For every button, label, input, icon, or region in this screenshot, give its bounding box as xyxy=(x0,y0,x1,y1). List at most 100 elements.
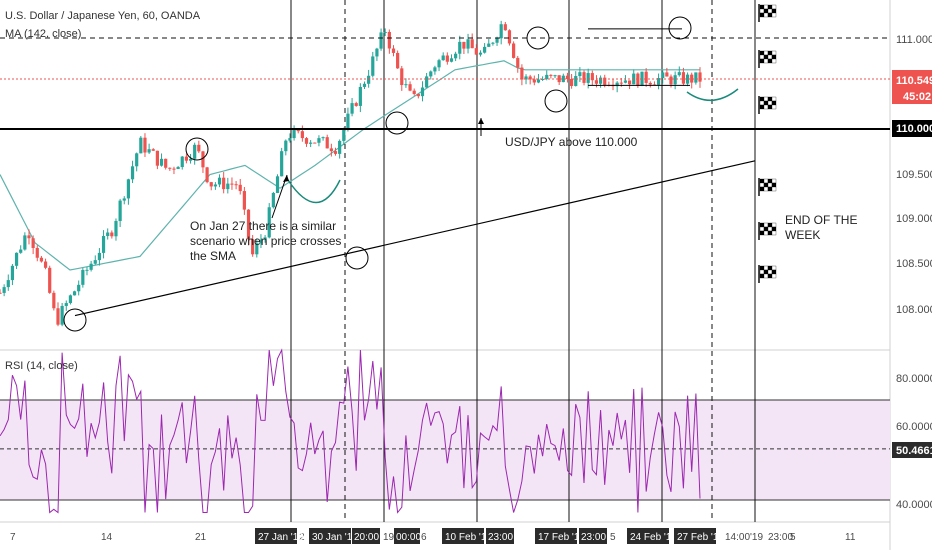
end-of-week-annotation: END OF THE xyxy=(785,213,857,227)
price-tick-label: 111.000 xyxy=(896,34,932,46)
candle-body xyxy=(677,72,681,76)
rsi-line xyxy=(0,348,701,514)
candle-body xyxy=(557,75,561,83)
ma-line xyxy=(0,60,700,271)
candle-body xyxy=(81,269,85,285)
candle-body xyxy=(321,137,325,139)
candle-body xyxy=(155,150,159,166)
candle-body xyxy=(516,57,520,68)
level-110-marker-label: 110.000 xyxy=(896,123,932,135)
candle-body xyxy=(429,71,433,77)
candle-body xyxy=(466,39,470,49)
time-axis-label: 14:00 xyxy=(725,532,750,543)
candle-body xyxy=(636,73,640,86)
candle-body xyxy=(396,52,400,69)
candle-body xyxy=(449,58,454,62)
time-axis-label: 21 xyxy=(195,532,207,543)
candle-body xyxy=(532,79,536,83)
time-axis-highlight: 30 Jan '19 xyxy=(312,532,358,543)
candle-body xyxy=(661,72,665,79)
level-110-marker xyxy=(892,120,932,137)
end-of-week-annotation: WEEK xyxy=(785,228,820,242)
above-arrowhead xyxy=(478,118,484,124)
candle-body xyxy=(300,131,304,139)
ma-indicator-label[interactable]: MA (142, close) xyxy=(5,28,82,40)
candle-body xyxy=(491,42,495,44)
candle-body xyxy=(255,243,259,255)
candle-body xyxy=(143,137,147,153)
candle-body xyxy=(309,142,313,144)
candle-body xyxy=(39,257,44,262)
price-tick-label: 109.500 xyxy=(896,169,932,181)
current-price-value: 110.549 xyxy=(896,75,932,87)
candle-body xyxy=(97,252,102,261)
candle-body xyxy=(230,183,234,185)
checkered-flag-icon xyxy=(758,222,777,240)
rsi-indicator-label[interactable]: RSI (14, close) xyxy=(5,360,78,372)
candle-body xyxy=(404,84,408,86)
scenario-arrow xyxy=(271,174,288,219)
candle-body xyxy=(507,30,512,44)
candle-body xyxy=(586,73,590,83)
candle-body xyxy=(43,261,48,268)
time-axis-label: 23:00 xyxy=(768,532,793,543)
candle-body xyxy=(64,303,68,306)
candle-body xyxy=(358,86,362,106)
candle-body xyxy=(375,48,379,57)
time-axis-fragment: 5 xyxy=(610,532,616,543)
candle-body xyxy=(416,93,420,97)
candle-body xyxy=(458,41,462,54)
time-axis-label: 7 xyxy=(10,532,16,543)
candle-body xyxy=(408,84,412,91)
candle-body xyxy=(259,239,263,244)
candle-body xyxy=(545,74,549,80)
time-axis-highlight: 23:00 xyxy=(488,532,513,543)
time-axis-highlight: 17 Feb '19 xyxy=(538,532,585,543)
candle-body xyxy=(640,71,644,86)
candle-body xyxy=(669,76,673,85)
candle-body xyxy=(495,38,499,43)
candle-body xyxy=(267,207,271,238)
checkered-flag-icon xyxy=(758,96,777,114)
candle-body xyxy=(354,103,358,106)
candle-body xyxy=(383,31,387,33)
candle-body xyxy=(681,72,686,84)
time-axis-highlight: 24 Feb '19 xyxy=(630,532,677,543)
candle-body xyxy=(553,75,557,77)
candle-body xyxy=(549,74,553,76)
candle-body xyxy=(367,75,371,84)
candle-body xyxy=(437,60,441,68)
candle-body xyxy=(420,87,425,97)
candle-body xyxy=(52,292,56,309)
candle-body xyxy=(524,76,528,80)
candle-body xyxy=(14,252,19,266)
candle-body xyxy=(470,39,474,49)
candle-body xyxy=(246,209,251,240)
candle-body xyxy=(694,72,698,83)
candle-body xyxy=(313,142,317,144)
checkered-flag-icon xyxy=(758,4,777,22)
candle-body xyxy=(698,72,702,82)
scenario-arrowhead xyxy=(283,175,289,182)
highlight-circle xyxy=(544,89,568,113)
candle-body xyxy=(594,80,599,84)
time-axis-highlight: 27 Jan '19 xyxy=(258,532,304,543)
candle-body xyxy=(130,166,135,180)
candle-body xyxy=(317,138,321,143)
highlight-circle xyxy=(185,137,209,161)
candle-body xyxy=(93,260,97,264)
scenario-annotation-line: On Jan 27 there is a similar xyxy=(190,219,336,233)
candle-body xyxy=(180,156,184,168)
candle-body xyxy=(10,265,15,281)
candle-body xyxy=(110,232,114,237)
candle-body xyxy=(213,184,217,187)
candle-body xyxy=(346,113,350,130)
candle-body xyxy=(151,149,155,151)
candle-body xyxy=(118,200,122,221)
highlight-circle xyxy=(668,16,692,40)
candle-body xyxy=(172,168,176,170)
candle-body xyxy=(685,74,690,84)
candle-body xyxy=(598,77,603,84)
symbol-title[interactable]: U.S. Dollar / Japanese Yen, 60, OANDA xyxy=(5,10,201,22)
